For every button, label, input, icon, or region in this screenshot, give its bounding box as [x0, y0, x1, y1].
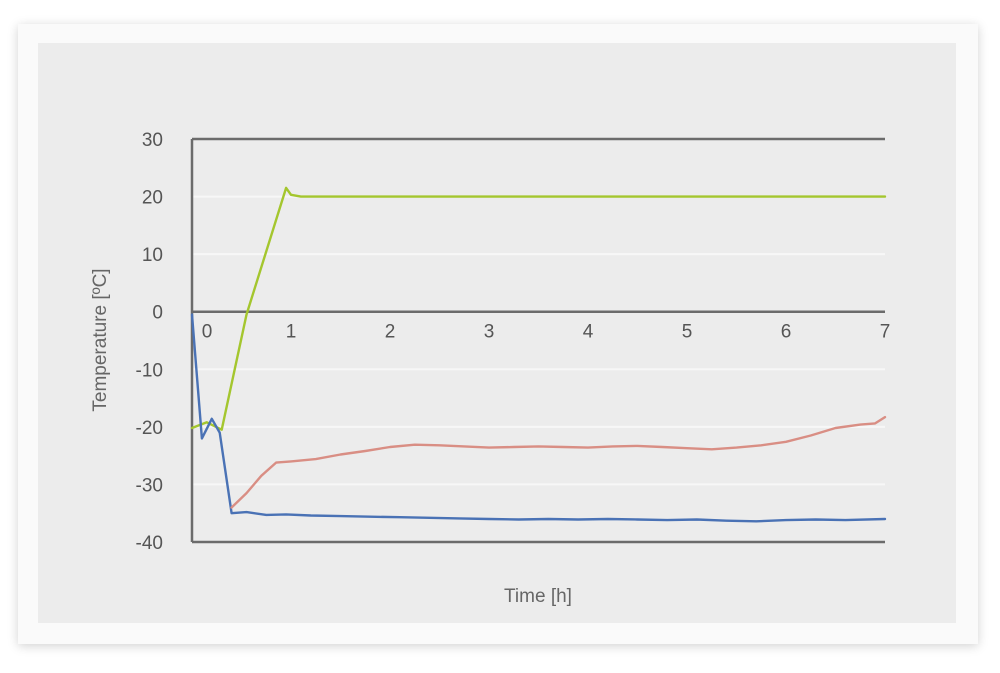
x-axis-title: Time [h]: [504, 586, 572, 607]
x-tick-label-5: 5: [682, 322, 693, 343]
series-line-0: [190, 186, 887, 431]
x-tick-label-3: 3: [484, 322, 495, 343]
y-axis-title: Temperature [ºC]: [90, 268, 111, 411]
y-tick-label-2: 10: [142, 245, 163, 266]
x-tick-label-7: 7: [880, 322, 891, 343]
x-tick-label-2: 2: [385, 322, 396, 343]
series-lines: [190, 186, 887, 523]
y-tick-label-4: -10: [136, 360, 163, 381]
y-tick-label-0: 30: [142, 130, 163, 151]
y-tick-label-7: -40: [136, 533, 163, 554]
x-tick-label-6: 6: [781, 322, 792, 343]
x-tick-label-4: 4: [583, 322, 594, 343]
axes: [190, 137, 885, 544]
x-tick-label-1: 1: [286, 322, 297, 343]
series-line-1: [190, 313, 887, 523]
y-tick-label-5: -20: [136, 418, 163, 439]
y-tick-label-1: 20: [142, 188, 163, 209]
y-tick-label-6: -30: [136, 475, 163, 496]
y-tick-labels: 30 20 10 0 -10 -20 -30 -40: [136, 130, 163, 554]
y-tick-label-3: 0: [152, 303, 163, 324]
series-line-2: [230, 415, 887, 509]
x-tick-labels: 0 1 2 3 4 5 6 7: [202, 322, 891, 343]
x-tick-label-0: 0: [202, 322, 213, 343]
